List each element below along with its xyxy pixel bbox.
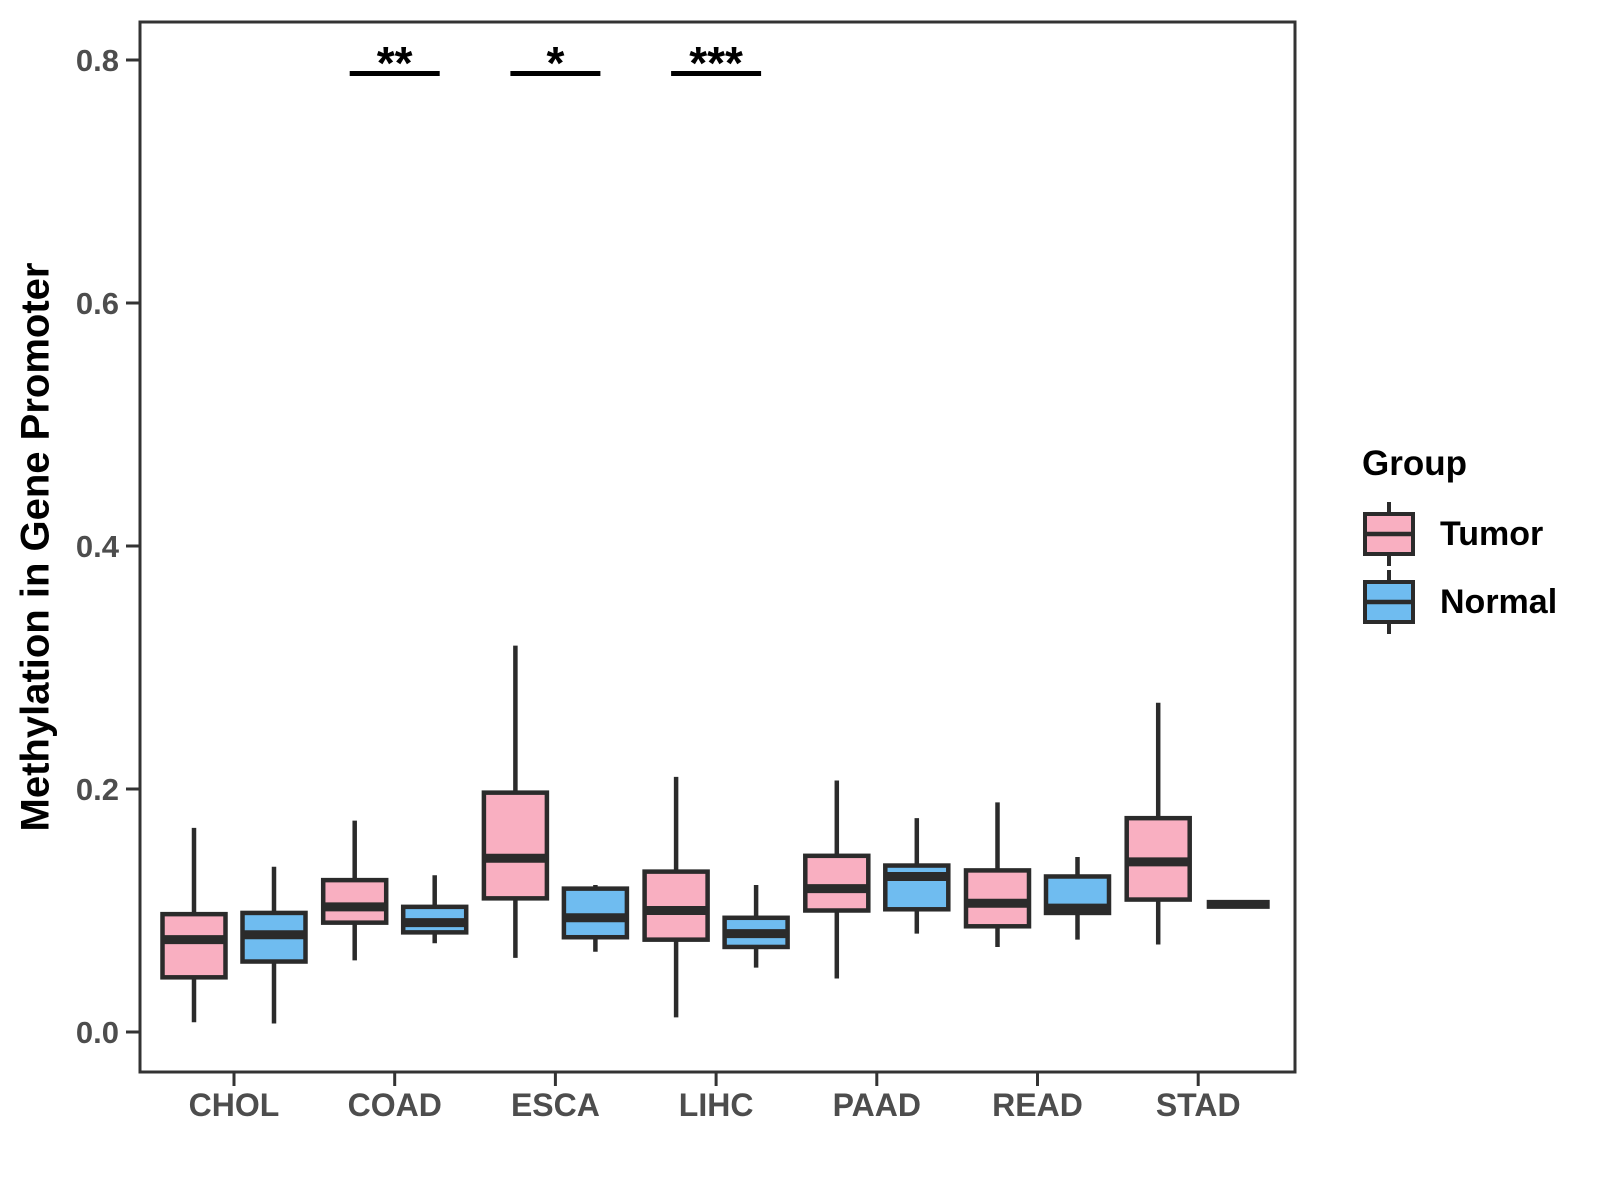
x-axis-tick-label-stad: STAD [1156, 1087, 1241, 1123]
significance-bar-lihc [671, 71, 762, 76]
y-axis-tick-label: 0.0 [76, 1015, 119, 1050]
box-tumor-coad [320, 877, 389, 925]
significance-bar-esca [510, 71, 601, 76]
significance-bar-coad [349, 71, 440, 76]
legend: Group Tumor Normal [1362, 444, 1557, 636]
y-axis-tick-label: 0.8 [76, 43, 119, 78]
legend-entry-tumor: Tumor [1362, 500, 1557, 568]
legend-label-tumor: Tumor [1440, 514, 1544, 553]
plot-panel-border [138, 20, 1297, 1074]
box-tumor-chol [160, 911, 228, 980]
x-axis-tick-label-esca: ESCA [511, 1087, 600, 1123]
significance-stars-coad: ** [377, 37, 413, 89]
box-tumor-paad [803, 853, 871, 913]
legend-entry-normal: Normal [1362, 568, 1557, 636]
significance-stars-esca: * [546, 37, 564, 89]
x-axis-tick-label-read: READ [992, 1087, 1083, 1123]
y-axis-tick-label: 0.4 [76, 529, 120, 564]
normal-boxplot-key-icon [1363, 570, 1415, 634]
legend-title: Group [1362, 444, 1467, 483]
box-tumor-esca [481, 790, 550, 901]
box-tumor-lihc [642, 869, 710, 942]
significance-stars-lihc: *** [689, 37, 743, 89]
y-axis-title: Methylation in Gene Promoter [13, 262, 58, 832]
tumor-boxplot-key-icon [1363, 502, 1415, 566]
y-axis-tick-label: 0.2 [76, 772, 119, 807]
x-axis-tick-label-coad: COAD [348, 1087, 442, 1123]
legend-label-normal: Normal [1440, 582, 1558, 621]
box-normal-esca [561, 886, 630, 940]
x-axis-tick-label-paad: PAAD [833, 1087, 921, 1123]
y-axis-tick-label: 0.6 [76, 286, 119, 321]
x-axis-tick-label-chol: CHOL [189, 1087, 280, 1123]
x-axis-tick-label-lihc: LIHC [679, 1087, 754, 1123]
box-tumor-read [963, 868, 1032, 929]
